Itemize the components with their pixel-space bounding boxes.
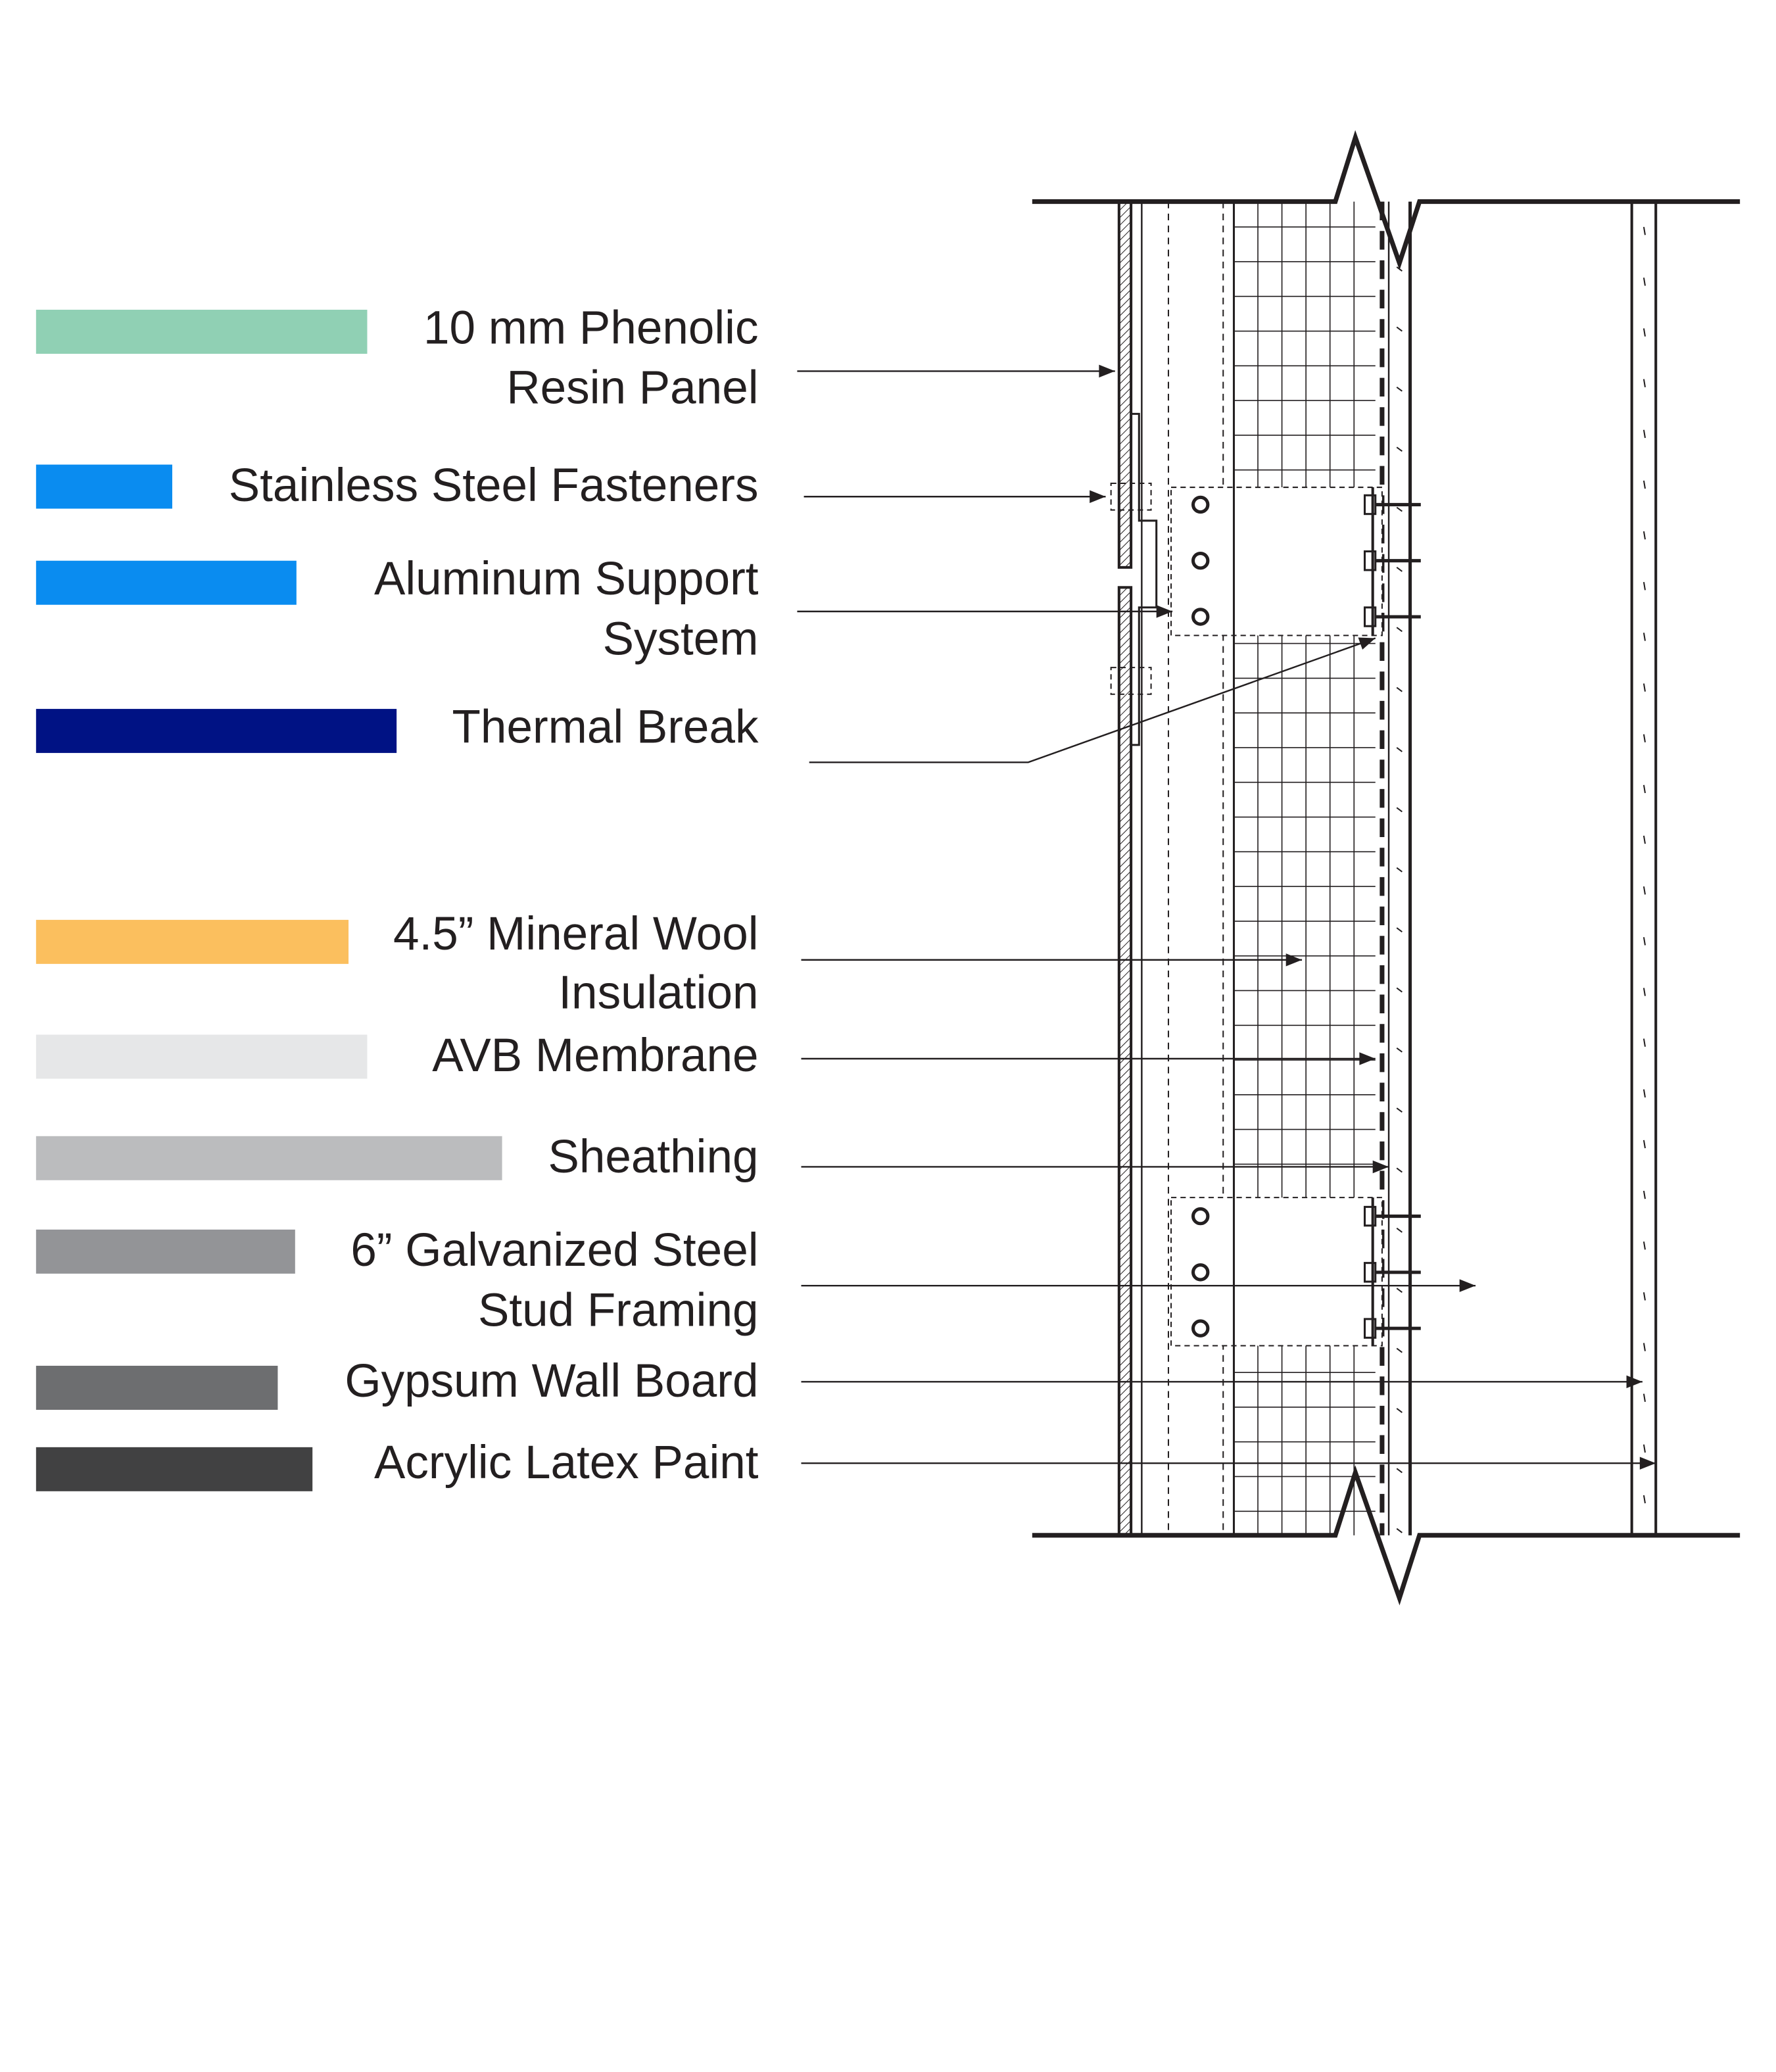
- clip-dash: [1110, 482, 1152, 511]
- line: [1643, 683, 1646, 692]
- bolt-hole: [1191, 1319, 1210, 1337]
- line: [1396, 1347, 1403, 1353]
- line: [1396, 386, 1403, 392]
- bolt-hole: [1191, 1207, 1210, 1226]
- line: [1643, 226, 1646, 235]
- bolt-hole: [1191, 608, 1210, 626]
- line: [1396, 1107, 1403, 1113]
- line: [1396, 1047, 1403, 1053]
- legend-swatch: [36, 1034, 368, 1079]
- legend-label: Acrylic Latex Paint: [374, 1437, 759, 1489]
- leader-arrow: [809, 637, 1376, 763]
- line: [1643, 734, 1646, 743]
- legend-label: 6” Galvanized Steel: [350, 1224, 758, 1276]
- legend-label: Insulation: [558, 967, 758, 1019]
- line: [1396, 687, 1403, 692]
- legend-swatch: [36, 464, 172, 509]
- line: [1396, 987, 1403, 993]
- line: [1396, 1408, 1403, 1413]
- legend-label: Resin Panel: [506, 362, 758, 414]
- line: [1396, 446, 1403, 452]
- bolt-hole: [1191, 552, 1210, 570]
- legend-swatch: [36, 560, 297, 605]
- line: [1396, 927, 1403, 932]
- line: [1643, 1190, 1646, 1199]
- support-clip: [1131, 412, 1158, 746]
- line: [1643, 1495, 1646, 1504]
- line: [1643, 937, 1646, 946]
- line: [1643, 1241, 1646, 1250]
- wall-drawing: [1032, 130, 1740, 1606]
- line: [1396, 747, 1403, 752]
- bolt-hole: [1191, 1263, 1210, 1282]
- line: [1643, 480, 1646, 489]
- line: [1396, 807, 1403, 813]
- line: [1643, 1343, 1646, 1351]
- legend-label: AVB Membrane: [432, 1030, 758, 1082]
- line: [1396, 266, 1403, 272]
- line: [1643, 1038, 1646, 1047]
- line: [1396, 867, 1403, 873]
- line: [1643, 988, 1646, 996]
- line: [1396, 1468, 1403, 1474]
- legend-swatch: [36, 310, 368, 354]
- line: [1643, 429, 1646, 439]
- line: [1396, 567, 1403, 572]
- line: [1643, 1089, 1646, 1098]
- legend-label: Thermal Break: [452, 701, 759, 753]
- line: [1643, 379, 1646, 387]
- legend-label: Gypsum Wall Board: [345, 1355, 758, 1407]
- line: [1396, 627, 1403, 633]
- line: [1396, 1228, 1403, 1233]
- line: [1396, 1288, 1403, 1293]
- legend-label: Stainless Steel Fasteners: [229, 460, 759, 512]
- panel-lower: [1117, 586, 1133, 1537]
- panel-upper: [1117, 200, 1133, 569]
- legend-label: 10 mm Phenolic: [423, 302, 758, 354]
- legend-label: System: [603, 613, 759, 665]
- bottom-break-line: [1032, 1465, 1740, 1606]
- line: [1396, 1528, 1403, 1533]
- line: [1643, 784, 1646, 794]
- legend-label: Stud Framing: [478, 1285, 759, 1337]
- line: [1396, 1167, 1403, 1173]
- line: [1643, 277, 1646, 286]
- legend-label: Sheathing: [548, 1131, 758, 1183]
- legend: 10 mm Phenolic Resin Panel Stainless Steel…: [36, 302, 1656, 1491]
- clip-dash: [1110, 667, 1152, 695]
- legend-swatch: [36, 1447, 313, 1491]
- line: [1396, 326, 1403, 332]
- legend-swatch: [36, 1136, 502, 1180]
- line: [1643, 1444, 1646, 1453]
- line: [1643, 531, 1646, 540]
- line: [1643, 633, 1646, 641]
- bolt-hole: [1191, 495, 1210, 514]
- line: [1396, 506, 1403, 512]
- legend-label: Aluminum Support: [374, 553, 759, 605]
- line: [1643, 1393, 1646, 1402]
- legend-swatch: [36, 709, 397, 754]
- line: [1643, 835, 1646, 844]
- line: [1643, 886, 1646, 895]
- top-break-line: [1032, 130, 1740, 271]
- legend-swatch: [36, 919, 349, 964]
- legend-swatch: [36, 1365, 278, 1410]
- line: [1643, 328, 1646, 337]
- legend-swatch: [36, 1229, 295, 1274]
- line: [1643, 582, 1646, 590]
- line: [1643, 1292, 1646, 1301]
- line: [1643, 1140, 1646, 1149]
- legend-label: 4.5” Mineral Wool: [393, 908, 759, 960]
